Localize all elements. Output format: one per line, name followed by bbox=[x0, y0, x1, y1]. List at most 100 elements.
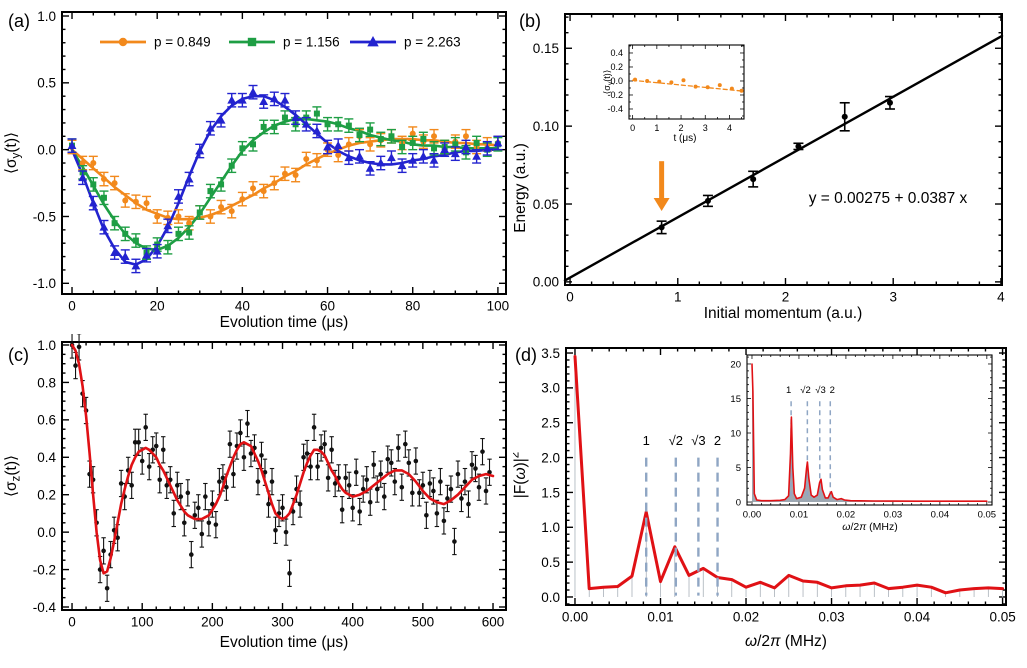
data-point bbox=[185, 490, 191, 496]
chart-element: (MHz) bbox=[866, 521, 898, 533]
panel-b-chart: 0 1 2 3 40.000.050.100.15y = 0.00275 + 0.038… bbox=[513, 13, 1005, 322]
chart-element: z bbox=[9, 475, 22, 481]
data-point bbox=[131, 261, 141, 270]
inset-x-axis-label: ω/2π (MHz) bbox=[842, 521, 898, 533]
data-point bbox=[450, 149, 460, 158]
data-point bbox=[178, 494, 184, 499]
inset-frequency-marker-label: √3 bbox=[815, 385, 826, 396]
data-point bbox=[132, 237, 139, 244]
data-point bbox=[482, 143, 492, 152]
chart-element: Evolution time (μs) bbox=[220, 634, 349, 651]
data-point bbox=[142, 250, 151, 259]
data-point bbox=[408, 155, 418, 164]
data-point bbox=[100, 194, 107, 201]
y-tick-label: -0.4 bbox=[607, 104, 623, 114]
data-point bbox=[157, 477, 163, 483]
data-point bbox=[207, 213, 214, 220]
data-point bbox=[318, 445, 324, 451]
y-tick-label: 0.10 bbox=[533, 119, 559, 134]
data-point bbox=[111, 180, 118, 187]
x-tick-label: 4 bbox=[997, 290, 1005, 305]
fit-curve bbox=[70, 343, 495, 575]
x-axis-label: Evolution time (μs) bbox=[220, 314, 349, 331]
y-tick-label: 5 bbox=[736, 463, 741, 474]
data-point bbox=[260, 123, 267, 130]
data-point bbox=[388, 133, 395, 140]
data-point bbox=[658, 224, 665, 231]
data-point bbox=[350, 505, 355, 511]
chart-element: ω bbox=[513, 467, 529, 479]
data-point bbox=[250, 141, 257, 148]
data-point bbox=[301, 119, 311, 128]
data-point bbox=[441, 518, 447, 524]
data-point bbox=[217, 479, 222, 484]
frequency-marker-label: 1 bbox=[643, 433, 650, 448]
data-point bbox=[283, 529, 289, 535]
data-point bbox=[669, 80, 674, 85]
chart-element: (MHz) bbox=[780, 633, 827, 650]
data-point bbox=[241, 454, 247, 460]
data-point bbox=[196, 505, 201, 511]
data-point bbox=[239, 196, 246, 203]
y-tick-label: 0.15 bbox=[533, 41, 559, 56]
data-point bbox=[255, 479, 261, 484]
data-point bbox=[367, 141, 374, 148]
data-point bbox=[154, 213, 161, 220]
y-axis-label: ⟨σy(t)⟩ bbox=[3, 132, 22, 174]
plot-frame bbox=[61, 11, 507, 295]
data-point bbox=[395, 445, 401, 451]
data-point bbox=[304, 451, 310, 456]
data-point bbox=[164, 244, 171, 251]
data-point bbox=[452, 539, 457, 544]
data-point bbox=[118, 37, 128, 47]
chart-element: ⟨σ bbox=[3, 481, 20, 497]
data-point bbox=[129, 483, 134, 488]
y-tick-label: -0.2 bbox=[33, 562, 56, 577]
panel-c-chart: 0 100 200 300 400 500 600 -0.4 -0.2 0.0 0.2 0.4 0.6 0… bbox=[3, 334, 507, 651]
data-point bbox=[399, 143, 406, 150]
data-point bbox=[353, 469, 359, 475]
chart-element: ⟨σ bbox=[602, 85, 612, 95]
y-axis-label: |F(ω)|2 bbox=[513, 452, 529, 498]
data-point bbox=[886, 99, 893, 106]
data-point bbox=[367, 36, 379, 47]
data-point bbox=[339, 507, 345, 512]
data-point bbox=[388, 460, 394, 466]
data-point bbox=[203, 494, 208, 499]
data-point bbox=[216, 115, 226, 124]
data-point bbox=[228, 208, 235, 215]
x-axis-label: ω/2π (MHz) bbox=[745, 633, 827, 650]
data-point bbox=[136, 440, 141, 445]
y-tick-label: 0.05 bbox=[533, 197, 559, 212]
x-tick-label: 3 bbox=[889, 290, 897, 305]
data-point bbox=[795, 143, 802, 150]
y-tick-label: 0.4 bbox=[37, 450, 56, 465]
x-tick-label: 500 bbox=[412, 615, 435, 630]
inset-spectrum-line bbox=[751, 363, 988, 502]
y-tick-label: 1.0 bbox=[541, 520, 560, 535]
data-point bbox=[313, 110, 320, 117]
data-point bbox=[207, 188, 214, 195]
data-point bbox=[79, 160, 86, 167]
data-point bbox=[90, 160, 97, 167]
y-axis-label: ⟨σz(t)⟩ bbox=[3, 455, 22, 497]
chart-element: Energy (a.u.) bbox=[513, 143, 529, 233]
data-point bbox=[164, 483, 170, 488]
data-point bbox=[360, 486, 366, 492]
x-tick-label: 20 bbox=[150, 299, 165, 314]
inset-x-axis-label: t (μs) bbox=[674, 133, 697, 144]
chart-element: /2 bbox=[850, 521, 859, 533]
data-point bbox=[195, 146, 205, 155]
x-tick-label: 600 bbox=[482, 615, 505, 630]
y-tick-label: 0.00 bbox=[533, 275, 559, 290]
data-point bbox=[146, 464, 152, 469]
data-point bbox=[729, 86, 734, 91]
plot-frame bbox=[628, 44, 745, 120]
data-point bbox=[143, 425, 149, 430]
x-tick-label: 0.01 bbox=[647, 610, 673, 625]
data-point bbox=[717, 83, 722, 88]
data-point bbox=[335, 121, 342, 128]
data-point bbox=[206, 123, 215, 132]
data-point bbox=[192, 513, 198, 518]
data-point bbox=[346, 483, 352, 488]
